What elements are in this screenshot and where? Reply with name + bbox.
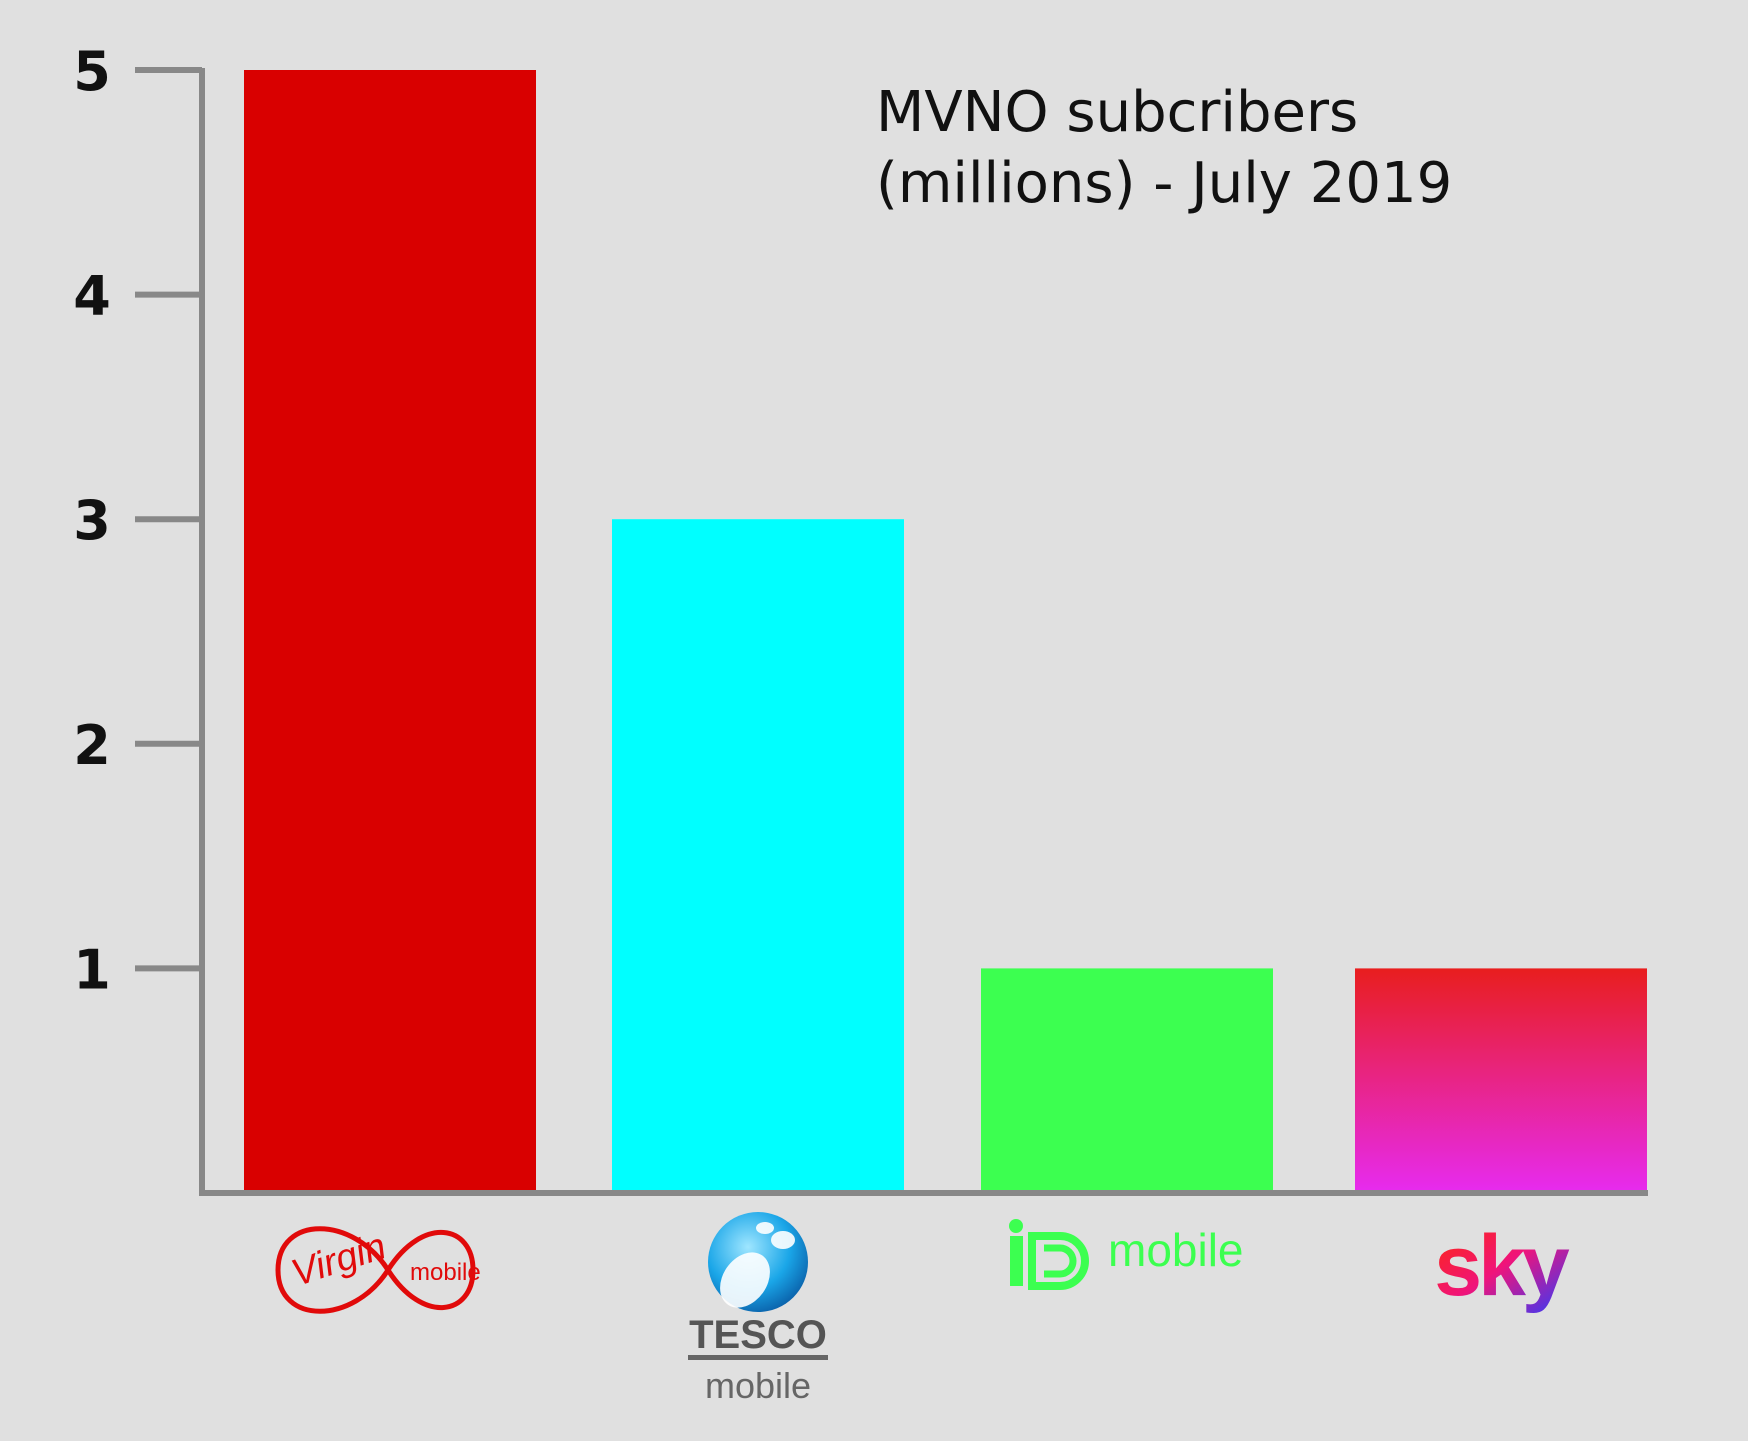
title-line-1: MVNO subcribers <box>876 80 1358 145</box>
virgin-mobile-logo: Virgin mobile <box>275 1225 481 1314</box>
sky-logo: sky <box>1434 1218 1574 1314</box>
bar-tesco-mobile <box>612 519 904 1193</box>
tesco-mobile-text: mobile <box>705 1365 811 1406</box>
id-mobile-logo: mobile <box>1009 1219 1244 1290</box>
y-tick-label-3: 3 <box>73 489 111 552</box>
y-tick-label-1: 1 <box>73 938 111 1001</box>
axes-group: 1 2 3 4 5 <box>73 40 1648 1196</box>
sky-logo-text: sky <box>1434 1218 1570 1314</box>
y-tick-label-4: 4 <box>73 265 111 328</box>
bar-sky <box>1355 968 1647 1193</box>
tesco-brand-text: TESCO <box>689 1313 827 1357</box>
id-mobile-text: mobile <box>1108 1224 1244 1276</box>
title-line-2: (millions) - July 2019 <box>876 151 1452 216</box>
bars-group <box>244 70 1647 1193</box>
y-tick-label-2: 2 <box>73 714 111 777</box>
bar-id-mobile <box>981 968 1273 1193</box>
chart-title: MVNO subcribers (millions) - July 2019 <box>876 80 1452 216</box>
bar-virgin-mobile <box>244 70 536 1193</box>
virgin-mobile-text: mobile <box>410 1259 481 1286</box>
tesco-mobile-logo: TESCO mobile <box>688 1212 828 1406</box>
y-tick-label-5: 5 <box>73 40 111 103</box>
